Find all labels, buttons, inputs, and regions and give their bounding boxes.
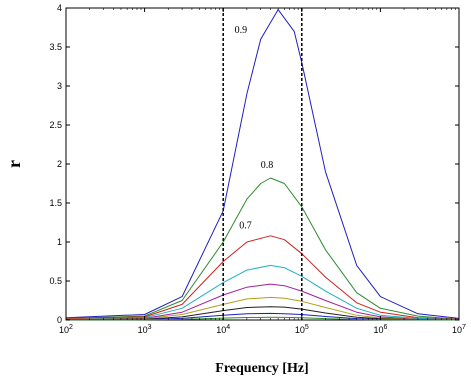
- x-tick-label: 107: [452, 324, 466, 335]
- curve-label-3: 0.7: [239, 221, 252, 232]
- curve-labels: 0.9 0.8 0.7: [235, 25, 274, 232]
- y-tick-label: 0.5: [49, 276, 62, 286]
- y-tick-label: 1.5: [49, 198, 62, 208]
- x-tick-label: 104: [216, 324, 230, 335]
- y-tick-label: 2.5: [49, 120, 62, 130]
- marker-lines: [222, 8, 303, 320]
- series-line-1: [65, 9, 460, 319]
- x-axis-title: Frequency [Hz]: [215, 361, 308, 376]
- y-tick-label: 2: [57, 159, 62, 169]
- curve-label-1: 0.9: [235, 25, 248, 36]
- curve-label-2: 0.8: [261, 160, 274, 171]
- series-line-2: [65, 177, 460, 320]
- axes: 0 0.5 1 1.5 2 2.5 3 3.5 4 102 103 104 105 106 107: [49, 3, 466, 335]
- y-tick-label: 3: [57, 81, 62, 91]
- x-tick-label: 106: [373, 324, 387, 335]
- series-line-3: [65, 235, 460, 320]
- x-tick-label: 102: [59, 324, 73, 335]
- x-tick-label: 105: [295, 324, 309, 335]
- plot-area: [65, 7, 460, 321]
- y-tick-label: 4: [57, 3, 62, 13]
- y-tick-label: 3.5: [49, 42, 62, 52]
- y-axis-title: r: [4, 160, 24, 168]
- y-tick-label: 1: [57, 237, 62, 247]
- x-tick-label: 103: [138, 324, 152, 335]
- y-tick-label: 0: [57, 315, 62, 325]
- series-line-4: [65, 264, 460, 321]
